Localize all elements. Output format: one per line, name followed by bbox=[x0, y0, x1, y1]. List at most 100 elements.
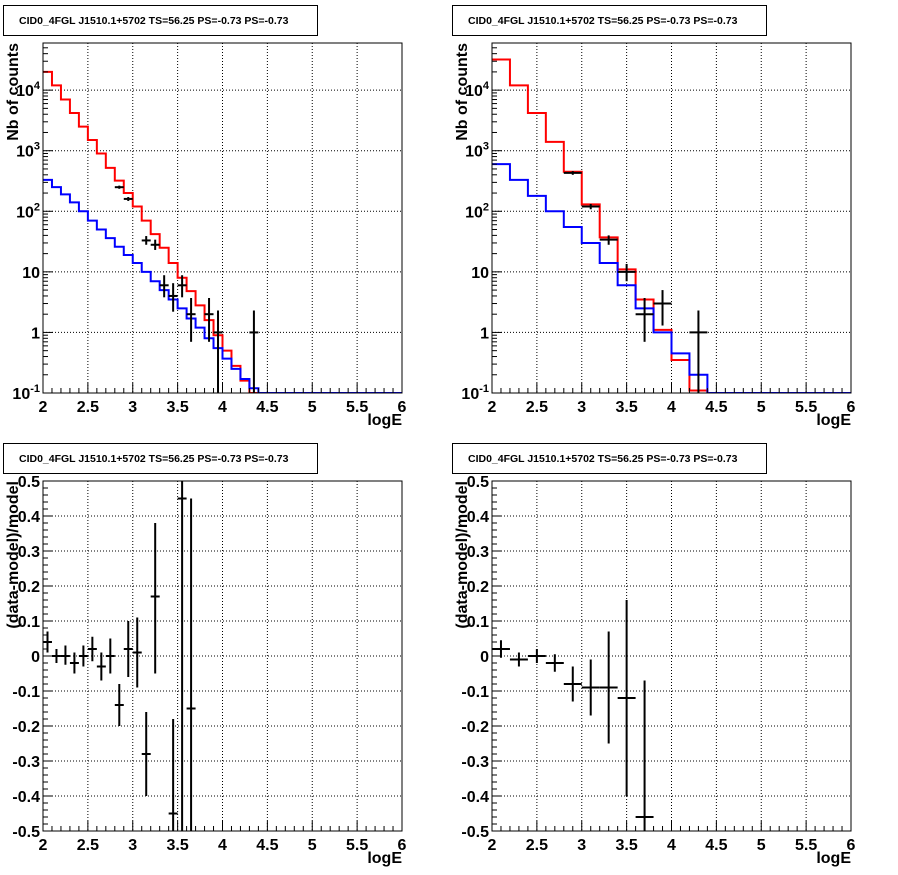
x-tick-label: 3.5 bbox=[167, 399, 189, 416]
x-tick-label: 3 bbox=[577, 837, 586, 854]
data-point bbox=[114, 185, 124, 189]
y-tick-label: 103 bbox=[465, 141, 489, 161]
y-tick-label: 0 bbox=[480, 649, 489, 666]
x-axis-label: logE bbox=[367, 412, 402, 429]
y-tick-label: -0.3 bbox=[12, 754, 40, 771]
x-tick-label: 5.5 bbox=[795, 399, 817, 416]
x-tick-label: 2.5 bbox=[526, 837, 548, 854]
y-axis-label: Nb of counts bbox=[5, 43, 22, 141]
title-box bbox=[452, 5, 767, 36]
data-point bbox=[581, 203, 600, 210]
y-tick-label: -0.2 bbox=[12, 719, 40, 736]
data-point bbox=[509, 652, 528, 667]
y-tick-label: 10-1 bbox=[12, 383, 40, 403]
data-point bbox=[69, 652, 79, 674]
data-point bbox=[159, 275, 169, 298]
data-point bbox=[635, 680, 654, 831]
y-tick-label: 0.2 bbox=[18, 579, 40, 596]
y-tick-label: 0.3 bbox=[18, 544, 40, 561]
data-point bbox=[186, 498, 196, 831]
x-tick-label: 5.5 bbox=[346, 399, 368, 416]
chart-panel-1: 2 2.5 3 3.5 4 4.5 5 5.5 6 10-1 1 10 102 103 104 logE Nb … bbox=[3, 5, 407, 429]
data-point bbox=[545, 654, 564, 672]
chart-title: CID0_4FGL J1510.1+5702 TS=56.25 PS=-0.73… bbox=[468, 15, 738, 27]
y-tick-label: 0.4 bbox=[467, 509, 489, 526]
x-tick-label: 4 bbox=[218, 399, 227, 416]
x-tick-label: 6 bbox=[398, 399, 407, 416]
chart-title: CID0_4FGL J1510.1+5702 TS=56.25 PS=-0.73… bbox=[19, 453, 289, 465]
x-axis-label: logE bbox=[816, 412, 851, 429]
data-point bbox=[617, 263, 636, 282]
x-tick-label: 4 bbox=[218, 837, 227, 854]
x-tick-label: 2.5 bbox=[526, 399, 548, 416]
x-tick-label: 3 bbox=[128, 399, 137, 416]
y-tick-label: 0.1 bbox=[467, 614, 489, 631]
y-tick-label: 10-1 bbox=[461, 383, 489, 403]
x-tick-label: 5 bbox=[308, 399, 317, 416]
data-point bbox=[563, 171, 582, 175]
x-tick-label: 4.5 bbox=[256, 837, 278, 854]
x-tick-label: 3 bbox=[577, 399, 586, 416]
data-point bbox=[150, 523, 160, 674]
y-tick-label: 104 bbox=[16, 80, 41, 100]
y-tick-label: 103 bbox=[16, 141, 40, 161]
y-tick-label: -0.4 bbox=[12, 789, 40, 806]
x-tick-label: 2.5 bbox=[77, 399, 99, 416]
data-point bbox=[599, 631, 618, 744]
y-tick-label: 0.5 bbox=[467, 474, 489, 491]
x-tick-label: 2 bbox=[39, 837, 48, 854]
data-point bbox=[689, 310, 708, 393]
x-axis-label: logE bbox=[367, 850, 402, 867]
x-tick-label: 2 bbox=[488, 399, 497, 416]
x-tick-label: 5 bbox=[308, 837, 317, 854]
y-tick-label: 1 bbox=[31, 325, 40, 342]
x-tick-label: 2.5 bbox=[77, 837, 99, 854]
y-tick-label: 10 bbox=[471, 265, 489, 282]
chart-panel-4: 2 2.5 3 3.5 4 4.5 5 5.5 6 -0.5 -0.4 -0.3 -0.2 -0.1 0 0.… bbox=[452, 443, 856, 867]
x-tick-label: 5.5 bbox=[346, 837, 368, 854]
data-point bbox=[132, 617, 142, 688]
y-tick-label: -0.2 bbox=[461, 719, 489, 736]
y-tick-label: 104 bbox=[465, 80, 490, 100]
data-point bbox=[60, 645, 70, 665]
data-point bbox=[213, 310, 223, 393]
chart-title: CID0_4FGL J1510.1+5702 TS=56.25 PS=-0.73… bbox=[468, 453, 738, 465]
data-point bbox=[527, 649, 546, 663]
data-point bbox=[168, 283, 178, 312]
data-point bbox=[123, 197, 133, 201]
data-point bbox=[581, 659, 600, 716]
title-box bbox=[3, 443, 318, 474]
y-tick-label: 102 bbox=[465, 201, 489, 221]
x-axis-label: logE bbox=[816, 850, 851, 867]
y-tick-label: 102 bbox=[16, 201, 40, 221]
x-tick-label: 4 bbox=[667, 399, 676, 416]
data-point bbox=[114, 684, 124, 726]
y-tick-label: 0.2 bbox=[467, 579, 489, 596]
y-axis-label: Nb of counts bbox=[454, 43, 471, 141]
x-tick-label: 2 bbox=[488, 837, 497, 854]
data-point bbox=[96, 652, 106, 681]
x-tick-label: 3.5 bbox=[616, 399, 638, 416]
data-point bbox=[150, 239, 160, 250]
histogram-line-blue bbox=[43, 178, 402, 393]
title-box bbox=[3, 5, 318, 36]
data-point bbox=[141, 712, 151, 796]
data-point bbox=[78, 645, 88, 667]
data-point bbox=[599, 235, 618, 245]
y-tick-label: -0.3 bbox=[461, 754, 489, 771]
chart-panel-3: 2 2.5 3 3.5 4 4.5 5 5.5 6 -0.5 -0.4 -0.3 -0.2 -0.1 0 0.… bbox=[3, 443, 407, 867]
title-box bbox=[452, 443, 767, 474]
x-tick-label: 5 bbox=[757, 399, 766, 416]
y-tick-label: 0 bbox=[31, 649, 40, 666]
x-tick-label: 3.5 bbox=[167, 837, 189, 854]
y-tick-label: 1 bbox=[480, 325, 489, 342]
x-tick-label: 4 bbox=[667, 837, 676, 854]
histogram-line-blue bbox=[492, 163, 851, 393]
data-point bbox=[123, 621, 133, 677]
x-tick-label: 4.5 bbox=[256, 399, 278, 416]
data-point bbox=[653, 290, 672, 326]
data-point bbox=[141, 236, 151, 245]
y-tick-label: -0.4 bbox=[461, 789, 489, 806]
y-tick-label: 10 bbox=[22, 265, 40, 282]
y-tick-label: 0.5 bbox=[18, 474, 40, 491]
